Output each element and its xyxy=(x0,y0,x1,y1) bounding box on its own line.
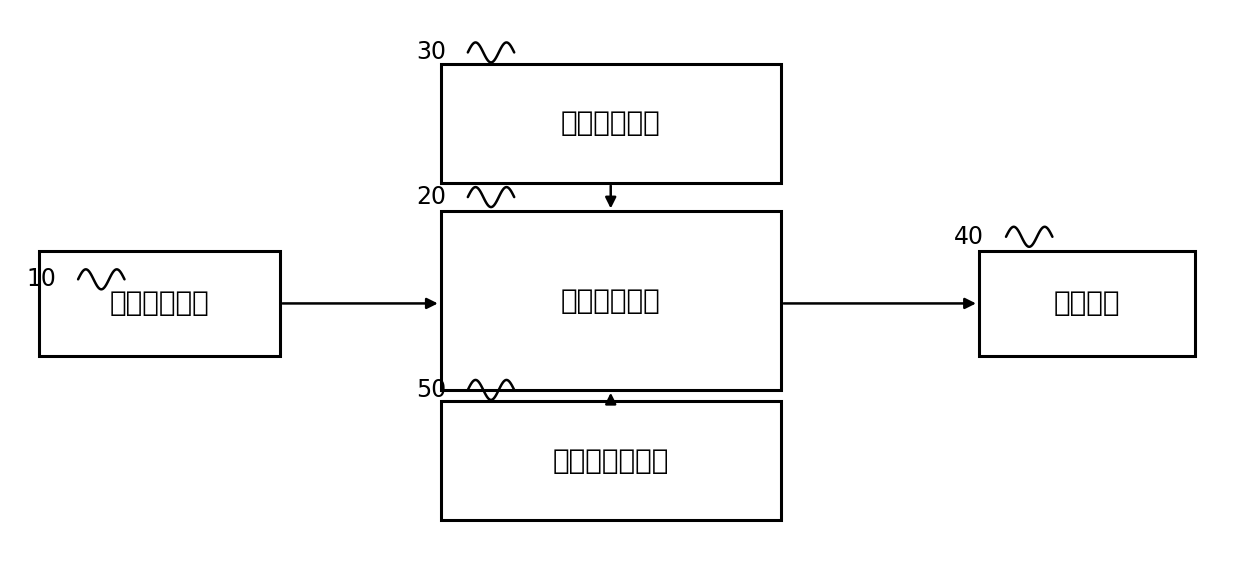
Text: 比较判断模块: 比较判断模块 xyxy=(560,287,661,315)
Bar xyxy=(440,64,781,183)
Text: 料位检测传感器: 料位检测传感器 xyxy=(553,447,668,475)
Text: 20: 20 xyxy=(415,185,446,209)
Text: 30: 30 xyxy=(415,40,446,64)
Text: 10: 10 xyxy=(26,267,56,291)
Text: 阈値设定模块: 阈値设定模块 xyxy=(560,109,661,137)
Text: 比値计算模块: 比値计算模块 xyxy=(109,290,210,317)
Text: 40: 40 xyxy=(954,225,985,249)
Text: 50: 50 xyxy=(415,378,446,402)
Bar xyxy=(978,251,1195,356)
Bar xyxy=(38,251,280,356)
Text: 报警模块: 报警模块 xyxy=(1054,290,1120,317)
Bar xyxy=(440,401,781,520)
Bar xyxy=(440,211,781,390)
